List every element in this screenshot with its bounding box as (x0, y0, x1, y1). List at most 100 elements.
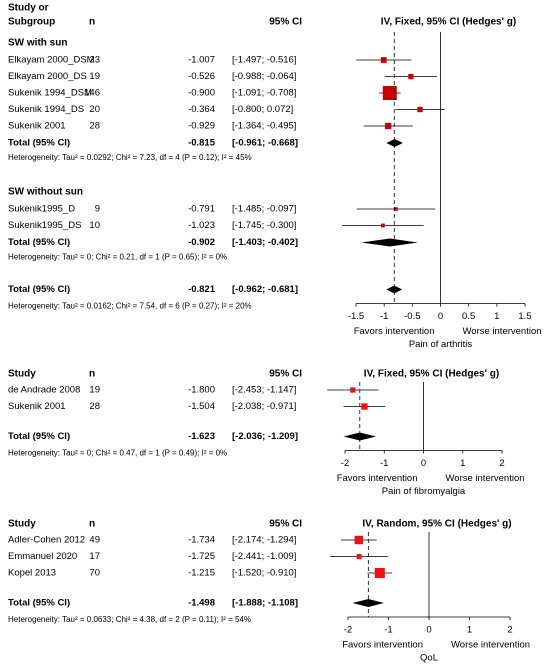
confidence-interval: [-0.988; -0.064] (232, 71, 296, 82)
study-name: Sukenik 2001 (8, 121, 66, 132)
total-effect: -0.902 (188, 237, 215, 248)
sample-size: 19 (89, 385, 100, 396)
effect-marker (350, 387, 356, 393)
total-label: Total (95% CI) (8, 431, 70, 442)
favors-left: Favors intervention (337, 473, 418, 484)
effect-size: -1.007 (188, 55, 215, 66)
study-name: Emmanuel 2020 (8, 551, 77, 562)
effect-size: -0.791 (188, 204, 215, 215)
x-tick-label: 0.5 (462, 311, 475, 322)
column-header: 95% CI (269, 369, 302, 380)
effect-marker (380, 57, 387, 63)
study-name: Adler-Cohen 2012 (8, 535, 85, 546)
x-tick-label: 1 (467, 625, 472, 636)
total-diamond (386, 285, 403, 294)
x-tick-label: -2 (341, 458, 349, 469)
study-name: Sukenik1995_DS (8, 220, 81, 231)
effect-marker (382, 86, 397, 100)
study-name: Elkayam 2000_DSM (8, 55, 95, 66)
effect-size: -1.504 (188, 401, 215, 412)
confidence-interval: [-1.497; -0.516] (232, 55, 296, 66)
confidence-interval: [-1.520; -0.910] (232, 568, 296, 579)
total-effect: -1.498 (188, 598, 215, 609)
effect-size: -0.900 (188, 88, 215, 99)
x-tick-label: 1 (460, 458, 465, 469)
sample-size: 49 (89, 535, 100, 546)
total-ci: [-1.403; -0.402] (232, 237, 298, 248)
sample-size: 28 (89, 121, 100, 132)
x-tick-label: 2 (499, 458, 504, 469)
x-tick-label: -1.5 (348, 311, 364, 322)
study-name: Sukenik 2001 (8, 401, 66, 412)
sample-size: 23 (89, 55, 100, 66)
heterogeneity: Heterogeneity: Tau² = 0.0292; Chi² = 7.2… (8, 153, 252, 162)
column-header: Study or (8, 3, 49, 14)
total-ci: [-0.962; -0.681] (232, 284, 298, 295)
subgroup-name: SW with sun (8, 38, 67, 49)
effect-marker (354, 535, 363, 545)
total-effect: -0.821 (188, 284, 216, 295)
effect-size: -1.215 (188, 568, 215, 579)
total-ci: [-0.961; -0.668] (232, 138, 298, 149)
sample-size: 20 (89, 104, 100, 115)
column-header: Study (8, 369, 36, 380)
plot-title: IV, Random, 95% CI (Hedges' g) (362, 519, 511, 530)
study-name: Sukenik 1994_DSM (8, 88, 92, 99)
effect-size: -1.734 (188, 535, 215, 546)
column-header: Study (8, 519, 36, 530)
total-diamond (361, 238, 418, 247)
x-tick-label: 0 (426, 625, 431, 636)
plot-title: IV, Fixed, 95% CI (Hedges' g) (381, 17, 516, 28)
confidence-interval: [-1.485; -0.097] (232, 204, 296, 215)
heterogeneity: Heterogeneity: Tau² = 0; Chi² = 0.21, df… (8, 253, 227, 262)
x-tick-label: 0 (421, 458, 426, 469)
sample-size: 19 (89, 71, 100, 82)
favors-left: Favors intervention (354, 326, 435, 337)
heterogeneity: Heterogeneity: Tau² = 0.0162; Chi² = 7.5… (8, 302, 252, 311)
confidence-interval: [-2.441; -1.009] (232, 551, 296, 562)
column-header: Subgroup (8, 17, 55, 28)
x-tick-label: -1 (380, 458, 388, 469)
confidence-interval: [-1.091; -0.708] (232, 88, 296, 99)
heterogeneity: Heterogeneity: Tau² = 0.0633; Chi² = 4.3… (8, 615, 251, 624)
effect-size: -1.023 (188, 220, 215, 231)
favors-right: Worse intervention (446, 473, 525, 484)
favors-left: Favors intervention (342, 640, 423, 651)
effect-size: -0.364 (188, 104, 215, 115)
x-tick-label: -1 (384, 625, 392, 636)
confidence-interval: [-1.364; -0.495] (232, 121, 296, 132)
total-label: Total (95% CI) (8, 237, 70, 248)
plot-title: IV, Fixed, 95% CI (Hedges' g) (364, 369, 499, 380)
effect-size: -0.526 (188, 71, 215, 82)
x-axis-label: QoL (420, 653, 438, 664)
sample-size: 28 (89, 401, 100, 412)
total-diamond (386, 139, 403, 147)
study-name: Elkayam 2000_DS (8, 71, 87, 82)
sample-size: 146 (84, 88, 100, 99)
sample-size: 17 (89, 551, 100, 562)
column-header: n (89, 369, 95, 380)
study-name: Kopel 2013 (8, 568, 56, 579)
favors-right: Worse intervention (463, 326, 542, 337)
effect-marker (384, 122, 392, 130)
confidence-interval: [-2.453; -1.147] (232, 385, 296, 396)
study-name: Sukenik 1994_DS (8, 104, 84, 115)
confidence-interval: [-0.800; 0.072] (232, 104, 293, 115)
effect-marker (380, 223, 385, 228)
effect-marker (408, 73, 414, 80)
total-ci: [-2.036; -1.209] (232, 431, 298, 442)
confidence-interval: [-1.745; -0.300] (232, 220, 296, 231)
confidence-interval: [-2.038; -0.971] (232, 401, 296, 412)
total-label: Total (95% CI) (8, 138, 70, 149)
confidence-interval: [-2.174; -1.294] (232, 535, 296, 546)
total-diamond (343, 432, 377, 441)
sample-size: 10 (89, 220, 100, 231)
effect-marker (361, 403, 368, 410)
effect-marker (356, 554, 362, 559)
x-axis-label: Pain of fibromyalgia (382, 486, 466, 497)
sample-size: 70 (89, 568, 100, 579)
effect-size: -1.800 (188, 385, 215, 396)
favors-right: Worse intervention (451, 640, 530, 651)
effect-marker (417, 106, 423, 113)
x-tick-label: 2 (507, 625, 512, 636)
